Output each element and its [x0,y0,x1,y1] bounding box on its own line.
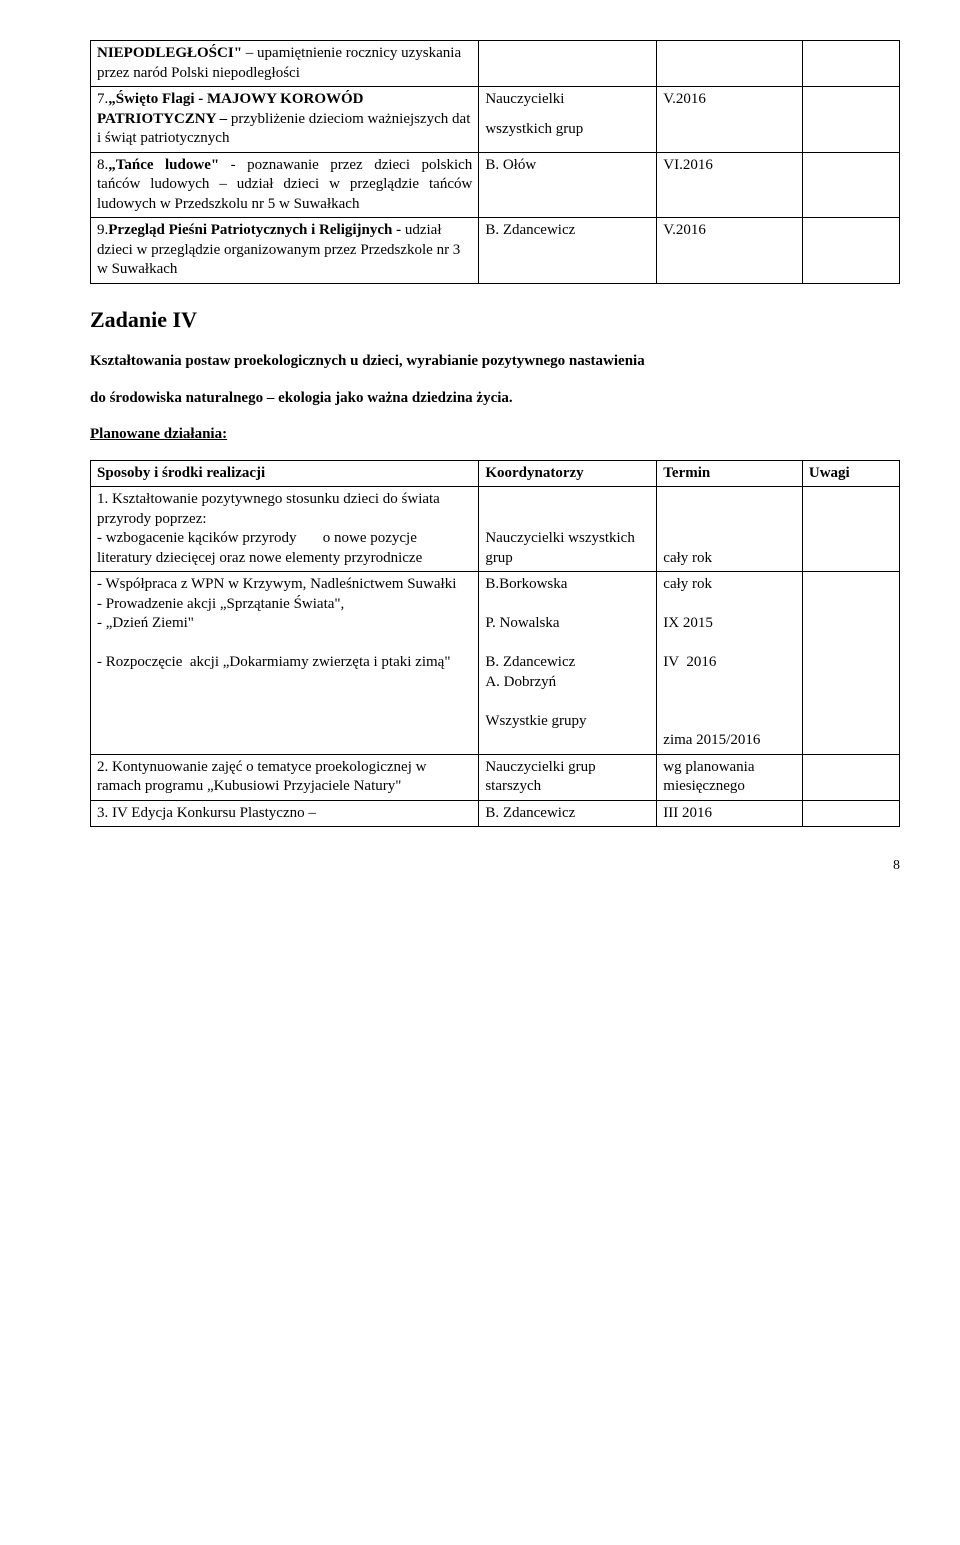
table-row: NIEPODLEGŁOŚCI" – upamiętnienie rocznicy… [91,41,900,87]
col-header: Termin [657,460,803,487]
cell: 3. IV Edycja Konkursu Plastyczno – [91,800,479,827]
cell: B. Zdancewicz [479,800,657,827]
table-row: 3. IV Edycja Konkursu Plastyczno – B. Zd… [91,800,900,827]
cell: cały rok [657,487,803,572]
cell: NIEPODLEGŁOŚCI" – upamiętnienie rocznicy… [91,41,479,87]
cell-line: Nauczycielki [485,90,650,110]
cell: 2. Kontynuowanie zajęć o tematyce proeko… [91,754,479,800]
cell-num: 9. [97,222,108,238]
table-row-header: Sposoby i środki realizacji Koordynatorz… [91,460,900,487]
cell: Nauczycielki grup starszych [479,754,657,800]
cell [802,487,899,572]
cell [802,152,899,218]
cell-bold: Przegląd Pieśni Patriotycznych i Religij… [108,222,405,238]
cell: B. Zdancewicz [479,218,657,284]
cell: 9.Przegląd Pieśni Patriotycznych i Relig… [91,218,479,284]
table-actions: Sposoby i środki realizacji Koordynatorz… [90,460,900,828]
cell-num: 8. [97,157,108,173]
cell: 8.„Tańce ludowe" - poznawanie przez dzie… [91,152,479,218]
cell-line: wszystkich grup [485,120,650,140]
cell [802,754,899,800]
para-bold: do środowiska naturalnego – ekologia jak… [90,387,900,410]
table-row: 7.„Święto Flagi - MAJOWY KOROWÓD PATRIOT… [91,87,900,153]
cell [802,87,899,153]
cell: Nauczycielki wszystkich grup [479,87,657,153]
cell: 7.„Święto Flagi - MAJOWY KOROWÓD PATRIOT… [91,87,479,153]
page-number: 8 [90,857,900,875]
cell: V.2016 [657,87,803,153]
section-title: Zadanie IV [90,306,900,335]
cell: - Współpraca z WPN w Krzywym, Nadleśnict… [91,572,479,755]
para-bold: Kształtowania postaw proekologicznych u … [90,350,900,373]
planowane-label: Planowane działania: [90,423,900,446]
cell: B. Ołów [479,152,657,218]
cell: VI.2016 [657,152,803,218]
table-top: NIEPODLEGŁOŚCI" – upamiętnienie rocznicy… [90,40,900,284]
cell [802,572,899,755]
cell-num: 7. [97,91,108,107]
table-row: - Współpraca z WPN w Krzywym, Nadleśnict… [91,572,900,755]
cell [802,800,899,827]
cell [657,41,803,87]
cell: V.2016 [657,218,803,284]
cell [479,41,657,87]
col-header: Sposoby i środki realizacji [91,460,479,487]
table-row: 8.„Tańce ludowe" - poznawanie przez dzie… [91,152,900,218]
table-row: 9.Przegląd Pieśni Patriotycznych i Relig… [91,218,900,284]
cell [802,218,899,284]
cell: III 2016 [657,800,803,827]
cell: wg planowania miesięcznego [657,754,803,800]
cell: Nauczycielki wszystkich grup [479,487,657,572]
col-header: Uwagi [802,460,899,487]
cell: B.Borkowska P. Nowalska B. Zdancewicz A.… [479,572,657,755]
cell [802,41,899,87]
cell: cały rok IX 2015 IV 2016 zima 2015/2016 [657,572,803,755]
cell-bold: NIEPODLEGŁOŚCI" [97,45,242,61]
table-row: 2. Kontynuowanie zajęć o tematyce proeko… [91,754,900,800]
col-header: Koordynatorzy [479,460,657,487]
cell: 1. Kształtowanie pozytywnego stosunku dz… [91,487,479,572]
table-row: 1. Kształtowanie pozytywnego stosunku dz… [91,487,900,572]
cell-bold: „Tańce ludowe" [108,157,219,173]
